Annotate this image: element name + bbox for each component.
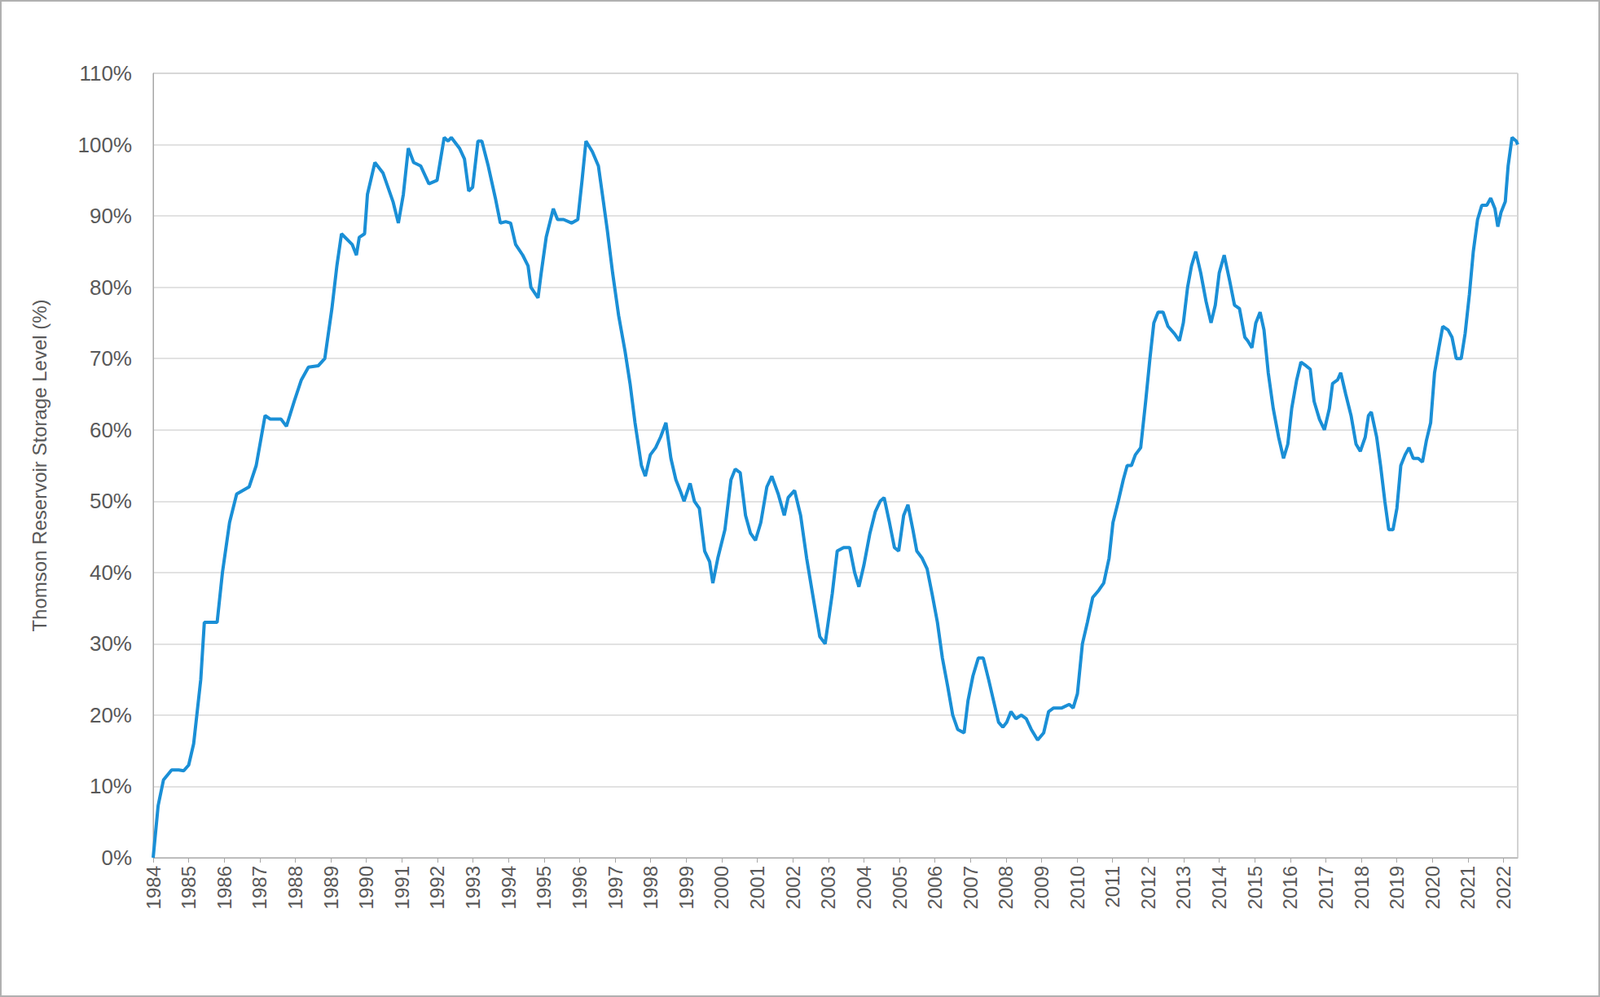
svg-text:1991: 1991 xyxy=(391,865,414,910)
svg-text:1997: 1997 xyxy=(604,865,627,910)
svg-text:2007: 2007 xyxy=(959,865,982,910)
svg-text:Thomson Reservoir Storage Leve: Thomson Reservoir Storage Level (%) xyxy=(28,298,51,632)
svg-text:1987: 1987 xyxy=(248,865,271,910)
svg-text:40%: 40% xyxy=(89,560,132,585)
svg-text:1999: 1999 xyxy=(675,865,698,910)
svg-text:1998: 1998 xyxy=(639,865,662,910)
svg-text:1994: 1994 xyxy=(497,865,520,910)
svg-text:2019: 2019 xyxy=(1385,865,1408,910)
svg-text:50%: 50% xyxy=(89,488,132,514)
svg-text:2006: 2006 xyxy=(923,865,946,910)
svg-text:2016: 2016 xyxy=(1279,865,1302,910)
svg-text:2008: 2008 xyxy=(994,865,1017,910)
svg-text:70%: 70% xyxy=(89,346,132,371)
svg-text:60%: 60% xyxy=(89,417,132,443)
svg-text:30%: 30% xyxy=(89,631,132,656)
svg-text:1984: 1984 xyxy=(142,865,165,910)
svg-text:2004: 2004 xyxy=(852,865,875,910)
svg-text:20%: 20% xyxy=(89,703,132,728)
svg-text:2001: 2001 xyxy=(746,865,769,910)
svg-text:100%: 100% xyxy=(78,132,133,158)
svg-text:110%: 110% xyxy=(79,61,132,86)
svg-text:1985: 1985 xyxy=(177,865,200,910)
svg-text:80%: 80% xyxy=(89,275,132,300)
svg-text:1990: 1990 xyxy=(355,865,378,910)
svg-text:2003: 2003 xyxy=(817,865,840,910)
svg-text:1988: 1988 xyxy=(284,865,307,910)
svg-text:2010: 2010 xyxy=(1066,865,1089,910)
svg-text:2022: 2022 xyxy=(1492,865,1515,910)
svg-text:2005: 2005 xyxy=(888,865,911,910)
svg-text:2009: 2009 xyxy=(1030,865,1053,910)
svg-text:2012: 2012 xyxy=(1137,865,1160,910)
svg-text:2000: 2000 xyxy=(710,865,733,910)
svg-text:1989: 1989 xyxy=(320,865,343,910)
svg-text:1992: 1992 xyxy=(426,865,449,910)
svg-text:1986: 1986 xyxy=(213,865,236,910)
svg-text:2002: 2002 xyxy=(782,865,805,910)
svg-text:2011: 2011 xyxy=(1101,865,1124,909)
svg-text:10%: 10% xyxy=(89,773,132,799)
svg-text:2017: 2017 xyxy=(1314,865,1337,910)
svg-text:2018: 2018 xyxy=(1350,865,1373,910)
svg-text:1995: 1995 xyxy=(532,865,555,910)
svg-text:2013: 2013 xyxy=(1172,865,1195,910)
svg-text:2015: 2015 xyxy=(1243,865,1266,910)
svg-text:1996: 1996 xyxy=(568,865,591,910)
svg-text:1993: 1993 xyxy=(461,865,484,910)
svg-text:2020: 2020 xyxy=(1421,865,1444,910)
svg-text:2021: 2021 xyxy=(1456,865,1479,910)
svg-text:2014: 2014 xyxy=(1208,865,1231,910)
svg-text:0%: 0% xyxy=(101,845,132,871)
svg-text:90%: 90% xyxy=(89,203,132,229)
